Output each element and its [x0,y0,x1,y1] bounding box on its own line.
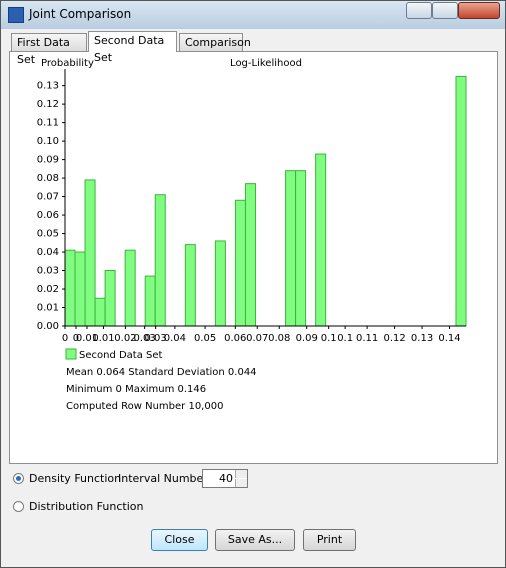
distribution-radio[interactable] [13,501,24,512]
tab[interactable]: Comparison [179,33,251,51]
x-tick-label: 0.08 [268,333,290,344]
y-tick-label: 0.01 [37,303,59,314]
legend-swatch [65,348,77,360]
y-tick-label: 0.10 [37,136,59,147]
interval-spinner[interactable]: 40 [202,469,248,488]
bar [285,170,297,327]
x-tick-label: 0.11 [356,333,378,344]
button[interactable]: Save As... [215,529,295,551]
legend-label: Second Data Set [79,350,163,361]
x-tick-label: 0 [73,333,79,344]
x-tick-label: 0.1 [321,333,337,344]
y-tick-label: 0.08 [37,173,59,184]
bar [104,270,116,327]
interval-value: 40 [219,472,233,485]
tab[interactable]: Second Data Set [88,31,177,64]
bar [84,179,96,327]
y-tick-label: 0.05 [37,229,59,240]
chart-panel: Probability Log-Likelihood 0.00 0.01 0.02 0.0… [9,51,498,464]
window-title: Joint Comparison [29,7,132,21]
y-tick-label: 0.03 [37,266,59,277]
bar [144,275,156,327]
bar [214,240,226,327]
bar [124,249,136,327]
x-tick-label: 0.04 [164,333,186,344]
x-tick-label: 0.13 [411,333,433,344]
x-tick-label: 0.14 [438,333,460,344]
y-tick-label: 0.13 [37,81,59,92]
app-icon [8,7,24,23]
minimize-button[interactable] [406,2,432,19]
bar [295,170,307,327]
button[interactable]: Close [151,529,208,551]
chart: Probability Log-Likelihood0.000.010.020.0… [37,58,467,412]
x-tick-label: 0.06 [224,333,246,344]
x-tick-label: 0.02 [114,333,136,344]
x-tick-label: 0.05 [194,333,216,344]
y-tick-label: 0.11 [37,118,59,129]
y-tick-label: 0.06 [37,210,59,221]
bar [94,297,106,327]
x-tick-label: 0.12 [383,333,405,344]
density-radio[interactable] [13,473,24,484]
y-tick-label: 0.00 [37,321,59,332]
x-tick-label: 0.03 [134,333,156,344]
distribution-label: Distribution Function [29,500,144,513]
button[interactable]: Print [303,529,356,551]
y-tick-label: 0.09 [37,155,59,166]
close-window-button[interactable] [458,2,500,19]
bar [244,183,256,327]
x-tick-label: 0.01 [92,333,114,344]
tab[interactable]: First Data Set [11,33,87,66]
title-bar: Joint Comparison [1,1,505,29]
x-tick-label: 0.07 [246,333,268,344]
bar [74,251,86,327]
bar [184,244,196,327]
y-tick-label: 0.02 [37,284,59,295]
x-tick-label: 0 [62,333,68,344]
y-tick-label: 0.12 [37,99,59,110]
bar [315,153,327,327]
y-axis-label: Probability [41,58,94,69]
stat-line: Minimum 0 Maximum 0.146 [66,384,206,395]
bar [64,249,76,327]
bar [154,194,166,327]
x-tick-label: 0.09 [296,333,318,344]
bar [455,75,467,327]
chart-title: Log-Likelihood [230,58,302,69]
density-label: Density Function [29,472,122,485]
interval-label: Interval Number [118,472,208,485]
x-tick-label: 0.1 [337,333,353,344]
y-tick-label: 0.04 [37,247,59,258]
bar [234,199,246,327]
x-tick-label: 0.01 [76,333,98,344]
x-tick-label: 0.03 [145,333,167,344]
stat-line: Mean 0.064 Standard Deviation 0.044 [66,367,257,378]
stat-line: Computed Row Number 10,000 [66,401,223,412]
maximize-button[interactable] [432,2,458,19]
y-tick-label: 0.07 [37,192,59,203]
